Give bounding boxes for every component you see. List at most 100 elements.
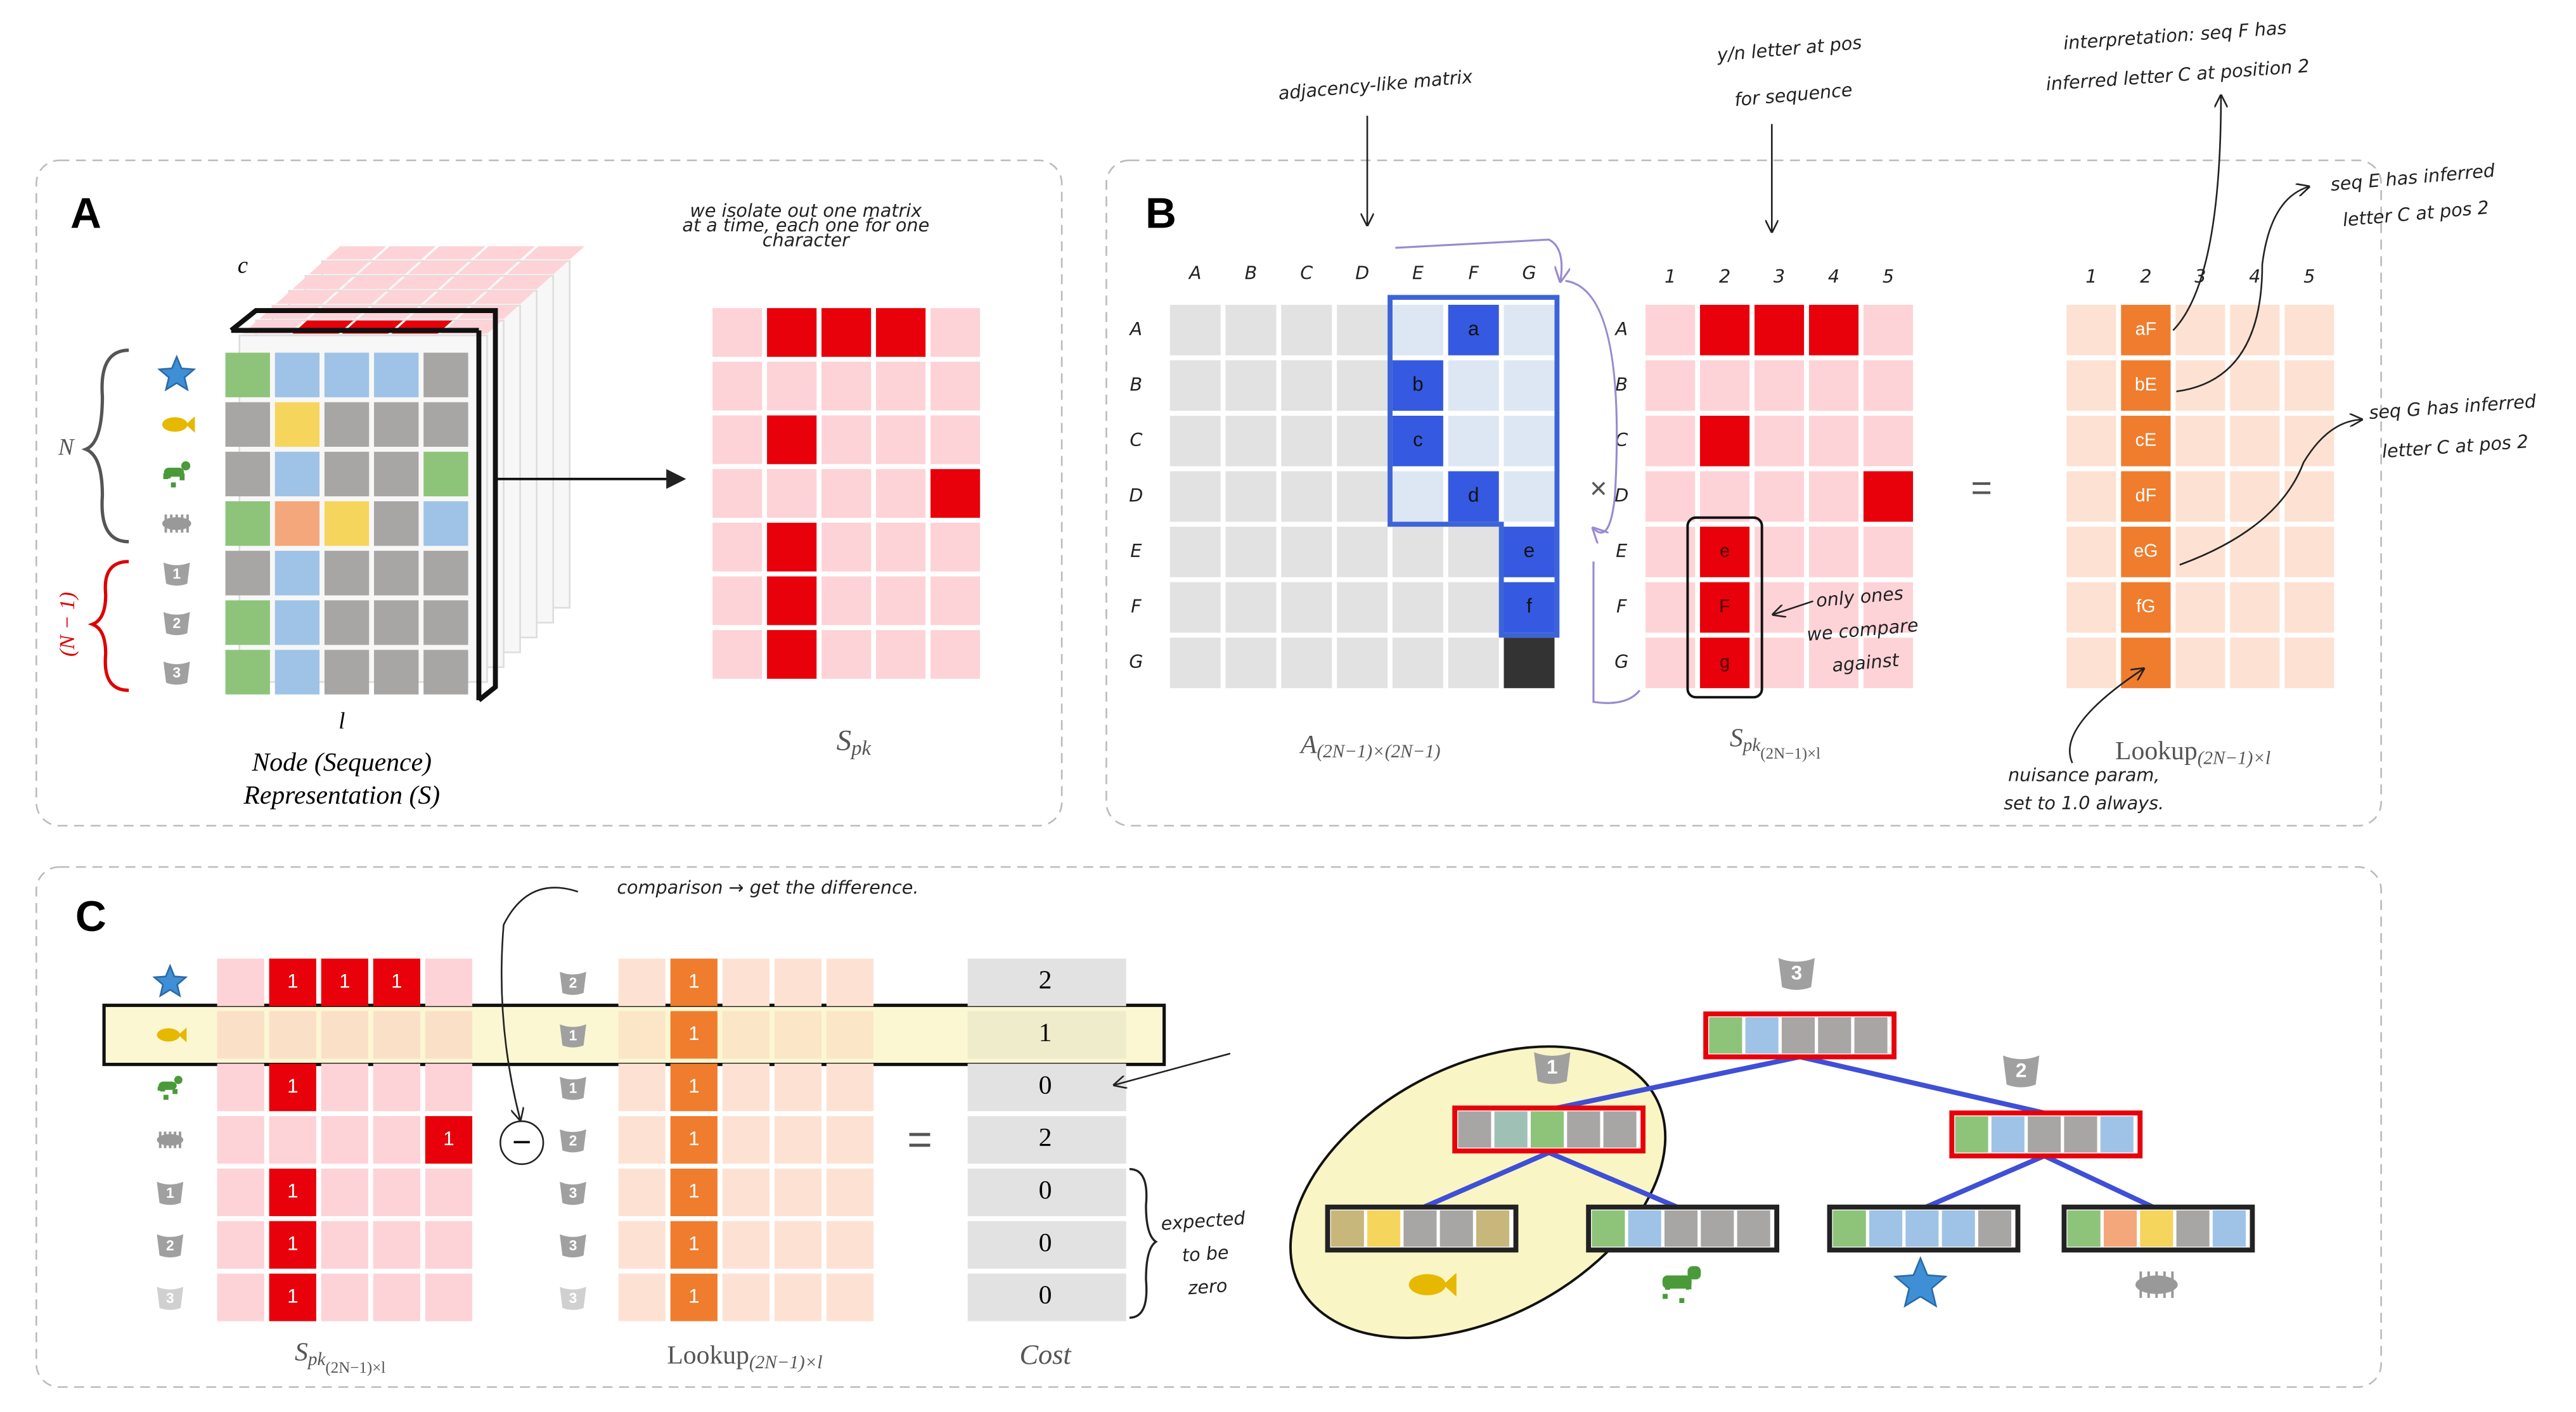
lookup-b-cell bbox=[2121, 527, 2171, 577]
cube-top-cell bbox=[424, 290, 486, 304]
icon-dog-legs bbox=[1663, 1285, 1692, 1304]
icon-dog-head bbox=[1687, 1266, 1701, 1280]
spk-a-cell bbox=[876, 630, 926, 679]
spk-b-text: g bbox=[1720, 652, 1730, 672]
tree-node-cell bbox=[1745, 1017, 1779, 1054]
cost-cell bbox=[967, 958, 1126, 1006]
adjacency-cell bbox=[1392, 527, 1443, 577]
column-label: C bbox=[1300, 262, 1313, 284]
spk-b-label-sub2: (2N−1)×l bbox=[1760, 745, 1820, 762]
bracket bbox=[1395, 238, 1561, 281]
adjacency-cell bbox=[1448, 360, 1499, 411]
badge-number: 1 bbox=[1547, 1055, 1558, 1078]
lookup-c-cell bbox=[618, 1273, 666, 1321]
adjacency-cell bbox=[1504, 416, 1555, 466]
lookup-c-cell bbox=[774, 1116, 822, 1164]
lookup-b-cell bbox=[2284, 582, 2334, 633]
adjacency-cell bbox=[1448, 582, 1499, 633]
lookup-b-cell bbox=[2121, 582, 2171, 633]
icon-fish bbox=[157, 1028, 180, 1042]
spk-a-cell bbox=[930, 308, 981, 357]
adjacency-cell bbox=[1448, 304, 1499, 356]
adjacency-cell bbox=[1169, 638, 1221, 688]
spk-b-cell bbox=[1808, 360, 1859, 411]
icon-fish-tail bbox=[1443, 1273, 1457, 1297]
tree-edge bbox=[1548, 1150, 1682, 1211]
badge-number: 1 bbox=[569, 1079, 577, 1096]
icon-fish-tail bbox=[178, 1027, 187, 1043]
annotation: expected bbox=[1160, 1207, 1246, 1235]
representation-cell bbox=[225, 650, 270, 695]
annotation-arrow bbox=[2176, 187, 2309, 393]
cost-cell bbox=[967, 1168, 1126, 1216]
lookup-c-cell bbox=[618, 1063, 666, 1112]
adjacency-cell bbox=[1448, 471, 1499, 522]
tree-leaf-cell bbox=[1403, 1210, 1437, 1247]
spk-a-cell bbox=[712, 630, 763, 679]
spk-c-cell bbox=[373, 1273, 421, 1321]
spk-b-cell bbox=[1699, 416, 1750, 466]
spk-b-cell bbox=[1699, 527, 1750, 577]
row-label: G bbox=[1614, 651, 1628, 672]
adjacency-cell bbox=[1337, 527, 1388, 577]
lookup-c-text: 1 bbox=[688, 1075, 699, 1097]
adjacency-cell bbox=[1504, 304, 1555, 356]
lookup-b-cell bbox=[2121, 304, 2171, 356]
spk-b-cell bbox=[1699, 582, 1750, 633]
spk-a-cell bbox=[930, 522, 981, 572]
lookup-c-cell bbox=[826, 1116, 874, 1164]
note: character bbox=[763, 229, 851, 251]
spk-b-label-base: S bbox=[1730, 723, 1743, 752]
cost-cell bbox=[967, 1063, 1126, 1112]
tree-node-cell bbox=[1818, 1017, 1852, 1054]
icon-badge bbox=[163, 661, 190, 685]
lookup-b-label-base: Lookup bbox=[2115, 736, 2198, 766]
lookup-c-text: 1 bbox=[688, 1022, 699, 1044]
tree-leaf-cell bbox=[1439, 1210, 1473, 1247]
icon-badge bbox=[560, 1077, 586, 1100]
representation-cell bbox=[374, 501, 419, 546]
adjacency-cell bbox=[1504, 360, 1555, 411]
lookup-c-cell bbox=[722, 1221, 770, 1269]
spk-b-cell bbox=[1863, 471, 1914, 522]
representation-cell bbox=[274, 402, 320, 447]
row-label: C bbox=[1130, 429, 1142, 451]
lookup-c-cell bbox=[826, 1011, 874, 1059]
spk-c-cell bbox=[373, 958, 421, 1006]
lookup-c-cell bbox=[670, 1221, 718, 1269]
annotation: seq E has inferred bbox=[2329, 159, 2496, 195]
icon-fish bbox=[1408, 1274, 1446, 1295]
lookup-c-cell bbox=[670, 958, 718, 1006]
spk-a-cell bbox=[930, 630, 981, 679]
spk-b-cell bbox=[1754, 416, 1805, 466]
lookup-b-cell bbox=[2284, 360, 2334, 411]
annotation-arrow bbox=[1774, 600, 1813, 615]
spk-a-cell bbox=[712, 469, 763, 518]
representation-cell bbox=[374, 551, 419, 596]
adjacency-text: f bbox=[1526, 595, 1532, 617]
tree-edge bbox=[1921, 1153, 2045, 1211]
spk-a-cell bbox=[712, 361, 763, 411]
icon-badge bbox=[560, 1181, 586, 1205]
cube-top-cell bbox=[375, 246, 436, 260]
lookup-b-cell bbox=[2284, 638, 2334, 688]
spk-c-cell bbox=[321, 1221, 368, 1269]
spk-c-text: 1 bbox=[391, 970, 402, 992]
annotation: y/n letter at pos bbox=[1715, 32, 1862, 66]
representation-cell bbox=[324, 551, 370, 596]
tree-node-cell bbox=[1709, 1017, 1742, 1054]
badge-number: 2 bbox=[166, 1237, 174, 1254]
spk-a-label-base: S bbox=[837, 724, 851, 757]
cost-value: 1 bbox=[1039, 1018, 1052, 1048]
cost-value: 2 bbox=[1039, 1123, 1052, 1152]
lookup-c-cell bbox=[670, 1168, 718, 1216]
spk-b-cell bbox=[1699, 360, 1750, 411]
spk-a-cell bbox=[767, 469, 817, 518]
spk-b-cell bbox=[1699, 471, 1750, 522]
icon-badge bbox=[560, 972, 586, 995]
column-label: E bbox=[1412, 262, 1424, 284]
spk-c-text: 1 bbox=[287, 1075, 298, 1097]
lookup-b-cell bbox=[2121, 471, 2171, 522]
spk-c-text: 1 bbox=[287, 1180, 298, 1202]
